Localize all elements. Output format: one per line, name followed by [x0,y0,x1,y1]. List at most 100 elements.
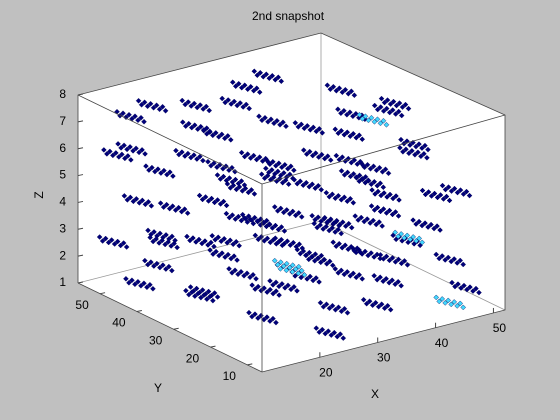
data-point [226,266,259,282]
data-point [292,120,326,136]
data-point [300,147,334,163]
z-tick-label: 8 [59,87,66,101]
z-tick [77,200,84,203]
data-point [410,217,443,233]
data-point [121,193,155,209]
data-point [330,239,363,256]
data-point [143,163,176,179]
x-axis-label: X [371,387,379,401]
z-tick-label: 1 [59,275,66,289]
data-point [271,257,305,274]
data-point [256,113,289,130]
y-tick [99,292,106,295]
x-tick-label: 50 [493,321,507,335]
data-point [377,252,411,268]
z-tick [77,281,84,284]
data-point [251,68,285,85]
data-point [246,309,279,326]
x-tick-label: 20 [319,365,333,379]
data-point [321,214,355,231]
z-tick-label: 7 [59,114,66,128]
data-point [371,102,405,119]
data-point [397,145,430,161]
data-point [371,272,404,289]
data-point [173,147,206,164]
data-point [157,200,191,216]
data-point [147,234,180,251]
x-tick-label: 30 [377,351,391,365]
y-tick-label: 40 [112,316,126,330]
data-point [369,187,402,203]
z-axis-label: Z [32,191,46,198]
z-tick [77,227,84,230]
data-point [101,147,134,163]
data-point [267,278,300,294]
data-point [313,325,347,341]
data-point [123,275,156,292]
z-tick [77,93,84,96]
data-point [258,171,292,187]
y-tick [247,363,253,366]
data-point [302,252,336,269]
data-point [324,82,358,99]
x-tick-label: 40 [435,336,449,350]
data-point [207,247,240,263]
data-point [378,95,412,112]
data-point [249,282,282,298]
data-point [115,141,148,157]
data-point [356,112,390,128]
y-tick-label: 50 [75,298,89,312]
y-tick [136,309,142,312]
data-point [224,181,258,197]
z-tick-label: 2 [59,248,66,262]
data-point [238,149,272,166]
data-point [439,182,473,199]
data-point [360,296,394,313]
data-point [223,210,257,227]
y-tick [173,327,179,330]
data-point [317,300,351,316]
data-point [183,287,216,304]
data-point [184,233,217,250]
data-point [229,79,263,95]
data-point [291,176,325,193]
z-tick-label: 5 [59,168,66,182]
data-point [433,294,466,311]
data-point [135,98,169,114]
chart-title: 2nd snapshot [252,9,325,23]
z-tick-label: 3 [59,221,66,235]
data-point [332,126,366,143]
data-point [433,251,466,268]
z-tick-label: 6 [59,141,66,155]
axes-background [78,33,505,372]
y-axis-label: Y [154,381,162,395]
data-point [353,174,387,191]
data-point [311,220,344,237]
z-tick [77,147,84,150]
data-point [142,257,175,274]
data-point [272,235,306,251]
data-point [187,284,221,300]
data-point [449,279,482,296]
data-point [179,97,213,114]
y-tick-label: 10 [223,369,237,383]
data-point [219,95,252,112]
data-point [323,189,357,206]
data-point [271,204,305,220]
data-point [332,266,366,282]
data-point [196,192,230,209]
y-tick-label: 30 [149,333,163,347]
data-point [214,172,248,188]
z-tick [77,120,84,123]
data-point [201,127,234,143]
data-point [398,136,431,153]
z-tick-label: 4 [59,195,66,209]
data-point [368,203,402,219]
data-point [209,232,242,249]
y-tick-label: 20 [186,351,200,365]
data-point [419,187,453,204]
data-point [254,218,288,234]
z-tick [77,254,84,257]
z-tick [77,174,84,177]
